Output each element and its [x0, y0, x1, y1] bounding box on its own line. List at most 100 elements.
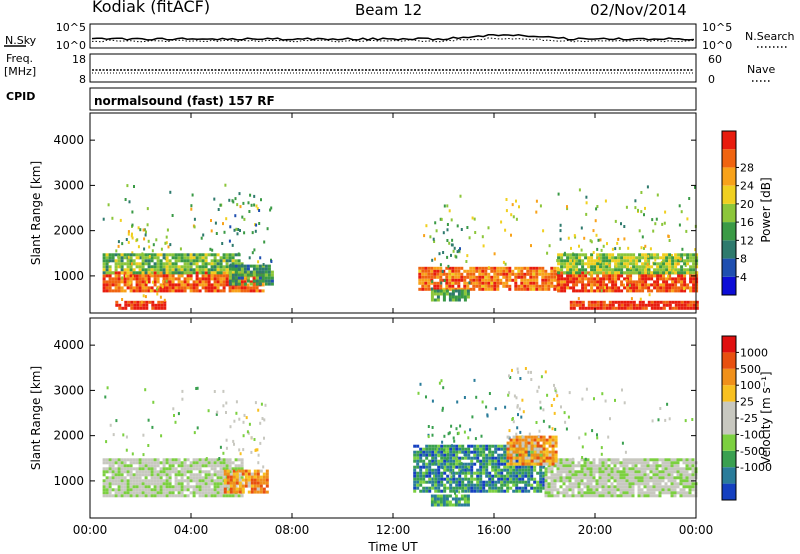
heatmap-cell [622, 464, 626, 468]
heatmap-cell [147, 479, 151, 483]
heatmap-cell [228, 473, 232, 477]
heatmap-cell [623, 277, 627, 281]
heatmap-cell [222, 458, 226, 462]
heatmap-cell [470, 486, 474, 490]
heatmap-cell [647, 274, 651, 278]
heatmap-cell [123, 271, 127, 275]
heatmap-cell [451, 295, 455, 299]
heatmap-cell [433, 284, 437, 288]
nsky-tick-bottom: 10^0 [56, 39, 86, 52]
heatmap-cell [436, 287, 440, 291]
heatmap-cell [628, 476, 632, 480]
heatmap-cell [509, 471, 513, 475]
heatmap-cell [201, 479, 205, 483]
heatmap-cell [631, 479, 635, 483]
heatmap-cell [542, 459, 546, 463]
heatmap-cell [650, 253, 654, 257]
heatmap-cell [689, 289, 693, 293]
heatmap-cell [228, 270, 232, 274]
heatmap-cell [111, 283, 115, 287]
heatmap-cell [533, 441, 537, 445]
colorbar-segment [722, 203, 736, 223]
heatmap-cell [156, 482, 160, 486]
heatmap-cell [532, 269, 536, 273]
heatmap-scatter-cell [459, 194, 462, 198]
heatmap-cell [532, 275, 536, 279]
heatmap-cell [440, 483, 444, 487]
heatmap-cell [673, 485, 677, 489]
heatmap-cell [536, 453, 540, 457]
heatmap-cell [433, 289, 437, 293]
heatmap-scatter-cell [431, 433, 434, 437]
heatmap-cell [138, 473, 142, 477]
heatmap-cell [520, 287, 524, 291]
heatmap-cell [565, 488, 569, 492]
heatmap-cell [581, 289, 585, 293]
heatmap-cell [120, 479, 124, 483]
heatmap-cell [156, 289, 160, 293]
nsky-panel [89, 23, 697, 49]
heatmap-cell [688, 488, 692, 492]
velocity-colorbar-label: Velocity [m s⁻¹] [759, 371, 773, 464]
heatmap-scatter-cell [560, 405, 562, 409]
heatmap-cell [189, 253, 193, 257]
heatmap-cell [647, 283, 651, 287]
heatmap-cell [120, 268, 124, 272]
heatmap-cell [509, 486, 513, 490]
heatmap-cell [108, 488, 112, 492]
heatmap-cell [452, 450, 456, 454]
heatmap-cell [174, 470, 178, 474]
heatmap-cell [138, 277, 142, 281]
heatmap-scatter-cell [219, 203, 222, 207]
heatmap-cell [656, 289, 660, 293]
heatmap-scatter-cell [257, 408, 260, 412]
heatmap-cell [632, 262, 636, 266]
heatmap-cell [102, 473, 106, 477]
heatmap-cell [488, 489, 492, 493]
heatmap-cell [496, 287, 500, 291]
heatmap-cell [466, 272, 470, 276]
heatmap-cell [691, 467, 695, 471]
heatmap-cell [454, 278, 458, 282]
heatmap-cell [602, 277, 606, 281]
heatmap-cell [656, 262, 660, 266]
heatmap-cell [473, 456, 477, 460]
heatmap-cell [593, 277, 597, 281]
heatmap-cell [247, 469, 251, 473]
heatmap-cell [557, 280, 561, 284]
heatmap-cell [419, 489, 423, 493]
heatmap-cell [434, 453, 438, 457]
heatmap-scatter-cell [585, 387, 588, 391]
heatmap-cell [198, 479, 202, 483]
heatmap-cell [111, 473, 115, 477]
heatmap-cell [472, 284, 476, 288]
heatmap-cell [210, 494, 214, 498]
heatmap-cell [622, 488, 626, 492]
heatmap-cell [443, 465, 447, 469]
heatmap-cell [114, 286, 118, 290]
heatmap-cell [509, 438, 513, 442]
heatmap-cell [542, 438, 546, 442]
heatmap-scatter-cell [597, 238, 600, 242]
heatmap-cell [673, 488, 677, 492]
heatmap-cell [419, 465, 423, 469]
heatmap-cell [674, 268, 678, 272]
heatmap-cell [177, 283, 181, 287]
heatmap-cell [509, 450, 513, 454]
heatmap-cell [689, 306, 693, 310]
heatmap-cell [117, 286, 121, 290]
heatmap-cell [118, 306, 122, 310]
heatmap-scatter-cell [263, 240, 266, 244]
heatmap-cell [452, 459, 456, 463]
heatmap-cell [460, 272, 464, 276]
heatmap-cell [135, 476, 139, 480]
heatmap-cell [515, 444, 519, 448]
heatmap-cell [428, 471, 432, 475]
heatmap-cell [581, 262, 585, 266]
heatmap-cell [123, 256, 127, 260]
heatmap-scatter-cell [246, 430, 249, 434]
heatmap-cell [686, 303, 690, 307]
heatmap-scatter-cell [160, 434, 163, 438]
heatmap-cell [590, 256, 594, 260]
heatmap-cell [111, 256, 115, 260]
